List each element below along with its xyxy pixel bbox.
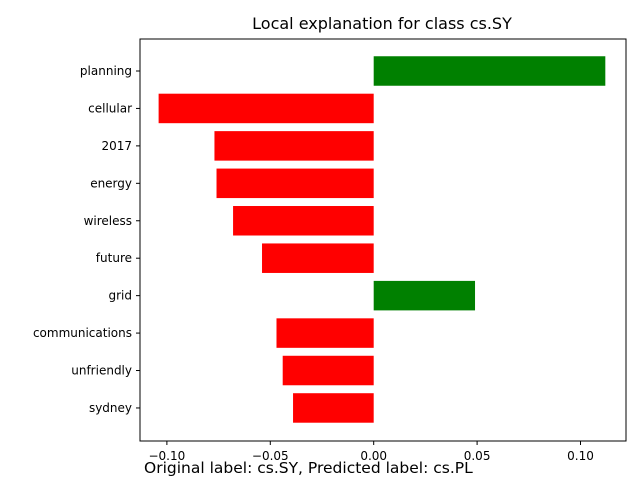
y-tick-label: grid — [108, 289, 132, 303]
y-tick-label: 2017 — [101, 139, 132, 153]
x-tick-label: 0.00 — [360, 449, 387, 463]
x-tick-label: 0.05 — [464, 449, 491, 463]
bar-wireless — [233, 206, 374, 236]
x-axis-ticks: −0.10 −0.05 0.00 0.05 0.10 — [148, 441, 594, 463]
y-axis-ticks: planning cellular 2017 energy wireless future… — [33, 64, 140, 415]
y-tick-label: sydney — [89, 401, 132, 415]
chart-title: Local explanation for class cs.SY — [252, 14, 512, 33]
bar-grid — [373, 280, 476, 311]
y-tick-label: wireless — [84, 214, 132, 228]
x-tick-label: −0.05 — [252, 449, 289, 463]
bar-energy — [216, 168, 374, 199]
y-tick-label: cellular — [88, 101, 132, 115]
bar-cellular — [158, 93, 374, 124]
y-tick-label: communications — [33, 326, 132, 340]
bar-future — [262, 243, 374, 273]
y-tick-label: planning — [80, 64, 132, 78]
y-tick-label: energy — [90, 176, 132, 190]
bars-group — [158, 56, 606, 423]
x-tick-label: 0.10 — [567, 449, 594, 463]
bar-planning — [373, 56, 606, 86]
bar-sydney — [293, 393, 374, 423]
axes-frame — [139, 38, 627, 442]
bar-unfriendly — [282, 355, 374, 386]
y-tick-label: future — [96, 251, 132, 265]
bar-2017 — [214, 131, 374, 161]
x-tick-label: −0.10 — [148, 449, 185, 463]
label-caption: Original label: cs.SY, Predicted label: … — [144, 459, 473, 477]
bar-communications — [276, 318, 374, 348]
y-tick-label: unfriendly — [71, 364, 132, 378]
